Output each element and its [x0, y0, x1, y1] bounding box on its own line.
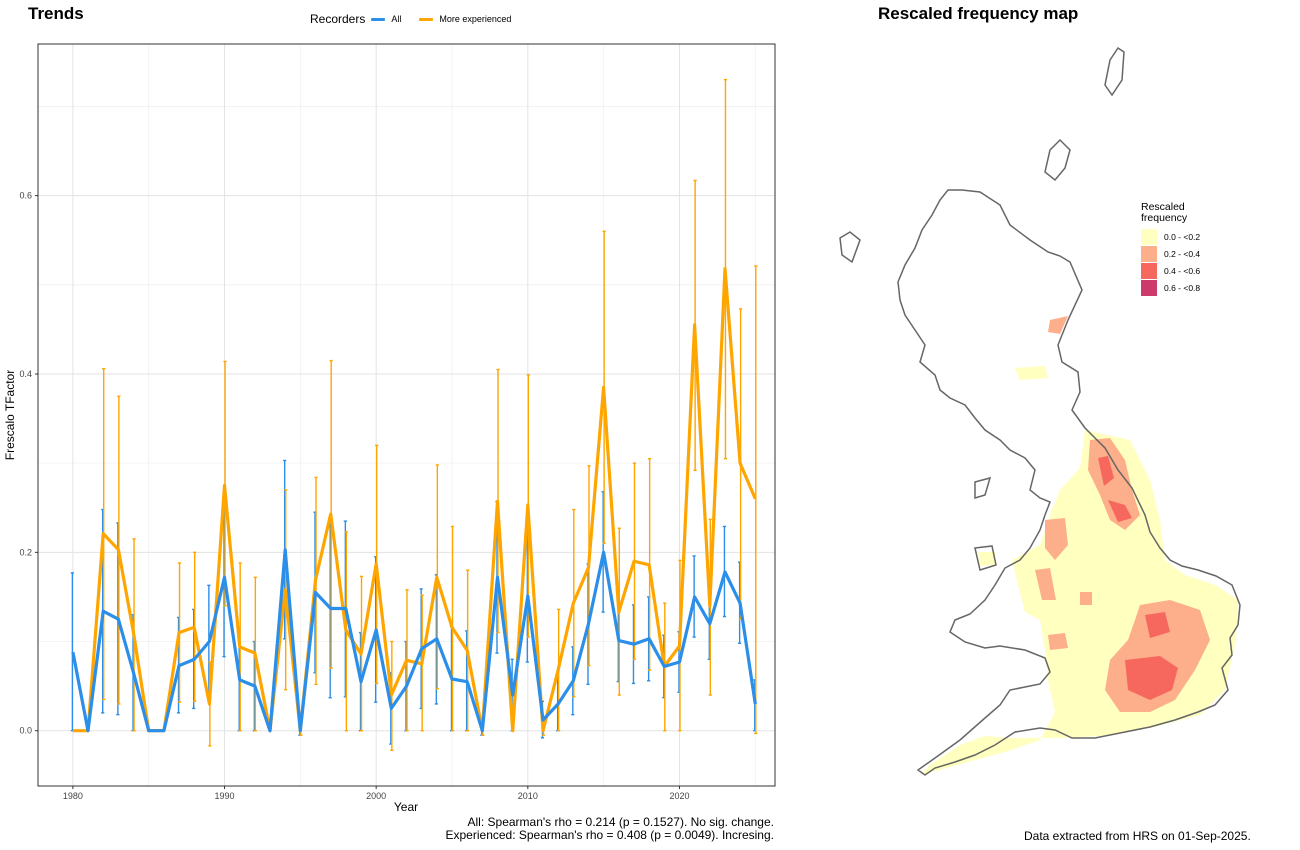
legend-label-all: All [391, 14, 402, 24]
stats-experienced: Experienced: Spearman's rho = 0.408 (p =… [445, 828, 775, 842]
orkney-outline [1044, 138, 1071, 182]
series-line-experienced [72, 267, 757, 733]
isle-of-man-outline [974, 476, 992, 500]
x-tick-label: 1980 [63, 791, 83, 801]
x-tick-label: 2000 [366, 791, 386, 801]
plot-border [37, 43, 776, 787]
map-legend-swatch [1141, 228, 1157, 245]
x-tick-label: 2020 [669, 791, 689, 801]
map-title: Rescaled frequency map [878, 4, 1079, 23]
mid-frequency-patch-2 [1080, 592, 1092, 605]
low-frequency-region [920, 430, 1238, 775]
high-frequency-london [1125, 656, 1178, 700]
mid-frequency-patch [1048, 633, 1068, 650]
trends-title: Trends [28, 4, 84, 23]
map-legend-swatch [1141, 262, 1157, 279]
series-lines [71, 267, 757, 733]
y-tick-label: 0.4 [19, 369, 32, 379]
axis-ticks: 0.0 0.2 0.4 0.6 1980 1990 2000 2010 2020 [19, 191, 689, 801]
chart-legend: Recorders All More experienced [310, 12, 511, 26]
mid-frequency-north-west [1045, 518, 1068, 560]
map-fill-high [1098, 456, 1178, 700]
map-legend-row: 0.4 - <0.6 [1141, 262, 1200, 279]
map-legend-swatch [1141, 245, 1157, 262]
y-axis-label: Frescalo TFactor [3, 370, 17, 460]
legend-label-experienced: More experienced [439, 14, 512, 24]
map-legend-label: 0.4 - <0.6 [1164, 265, 1201, 276]
low-frequency-patch-north [1015, 366, 1048, 380]
high-frequency-yorkshire [1108, 500, 1132, 522]
legend-swatch-experienced [419, 17, 434, 21]
legend-swatch-all [371, 17, 386, 21]
coastline [839, 46, 1241, 776]
x-tick-label: 1990 [215, 791, 235, 801]
y-tick-label: 0.6 [19, 191, 32, 201]
low-frequency-patch-anglesey [978, 552, 996, 566]
map-legend-title-1: Rescaled [1141, 201, 1185, 213]
shetland-outline [1104, 46, 1125, 97]
stats-text: All: Spearman's rho = 0.214 (p = 0.1527)… [446, 816, 775, 842]
high-frequency-tyne [1098, 456, 1114, 486]
map-legend-title-2: frequency [1141, 212, 1188, 224]
map-legend-row: 0.6 - <0.8 [1141, 279, 1200, 296]
error-bar [70, 572, 74, 732]
y-tick-label: 0.0 [19, 726, 32, 736]
error-bar [223, 360, 227, 607]
high-frequency-cambridge [1145, 612, 1170, 638]
map-fill-low [920, 366, 1238, 775]
y-tick-label: 0.2 [19, 547, 32, 557]
map-legend: Rescaled frequency 0.0 - <0.2 0.2 - <0.4… [1141, 202, 1200, 296]
anglesey-outline [974, 545, 997, 571]
legend-title: Recorders [310, 12, 366, 26]
map-legend-swatch [1141, 279, 1157, 296]
great-britain-outline [897, 189, 1241, 776]
x-axis-label: Year [394, 800, 418, 814]
mid-frequency-scotland [1048, 316, 1068, 334]
map-legend-label: 0.0 - <0.2 [1164, 231, 1201, 242]
stats-all: All: Spearman's rho = 0.214 (p = 0.1527)… [467, 815, 774, 829]
hebrides-outline [839, 231, 861, 264]
uk-map [839, 46, 1241, 776]
mid-frequency-midlands-west [1035, 568, 1056, 600]
error-bar [754, 265, 758, 735]
map-legend-row: 0.2 - <0.4 [1141, 245, 1200, 262]
x-tick-label: 2010 [518, 791, 538, 801]
map-legend-row: 0.0 - <0.2 [1141, 228, 1200, 245]
map-legend-label: 0.6 - <0.8 [1164, 282, 1201, 293]
footer-note: Data extracted from HRS on 01-Sep-2025. [1024, 829, 1251, 843]
series-line-all [71, 548, 757, 733]
trends-chart: 0.0 0.2 0.4 0.6 1980 1990 2000 2010 2020 Year Fr… [3, 43, 776, 814]
map-legend-label: 0.2 - <0.4 [1164, 248, 1201, 259]
